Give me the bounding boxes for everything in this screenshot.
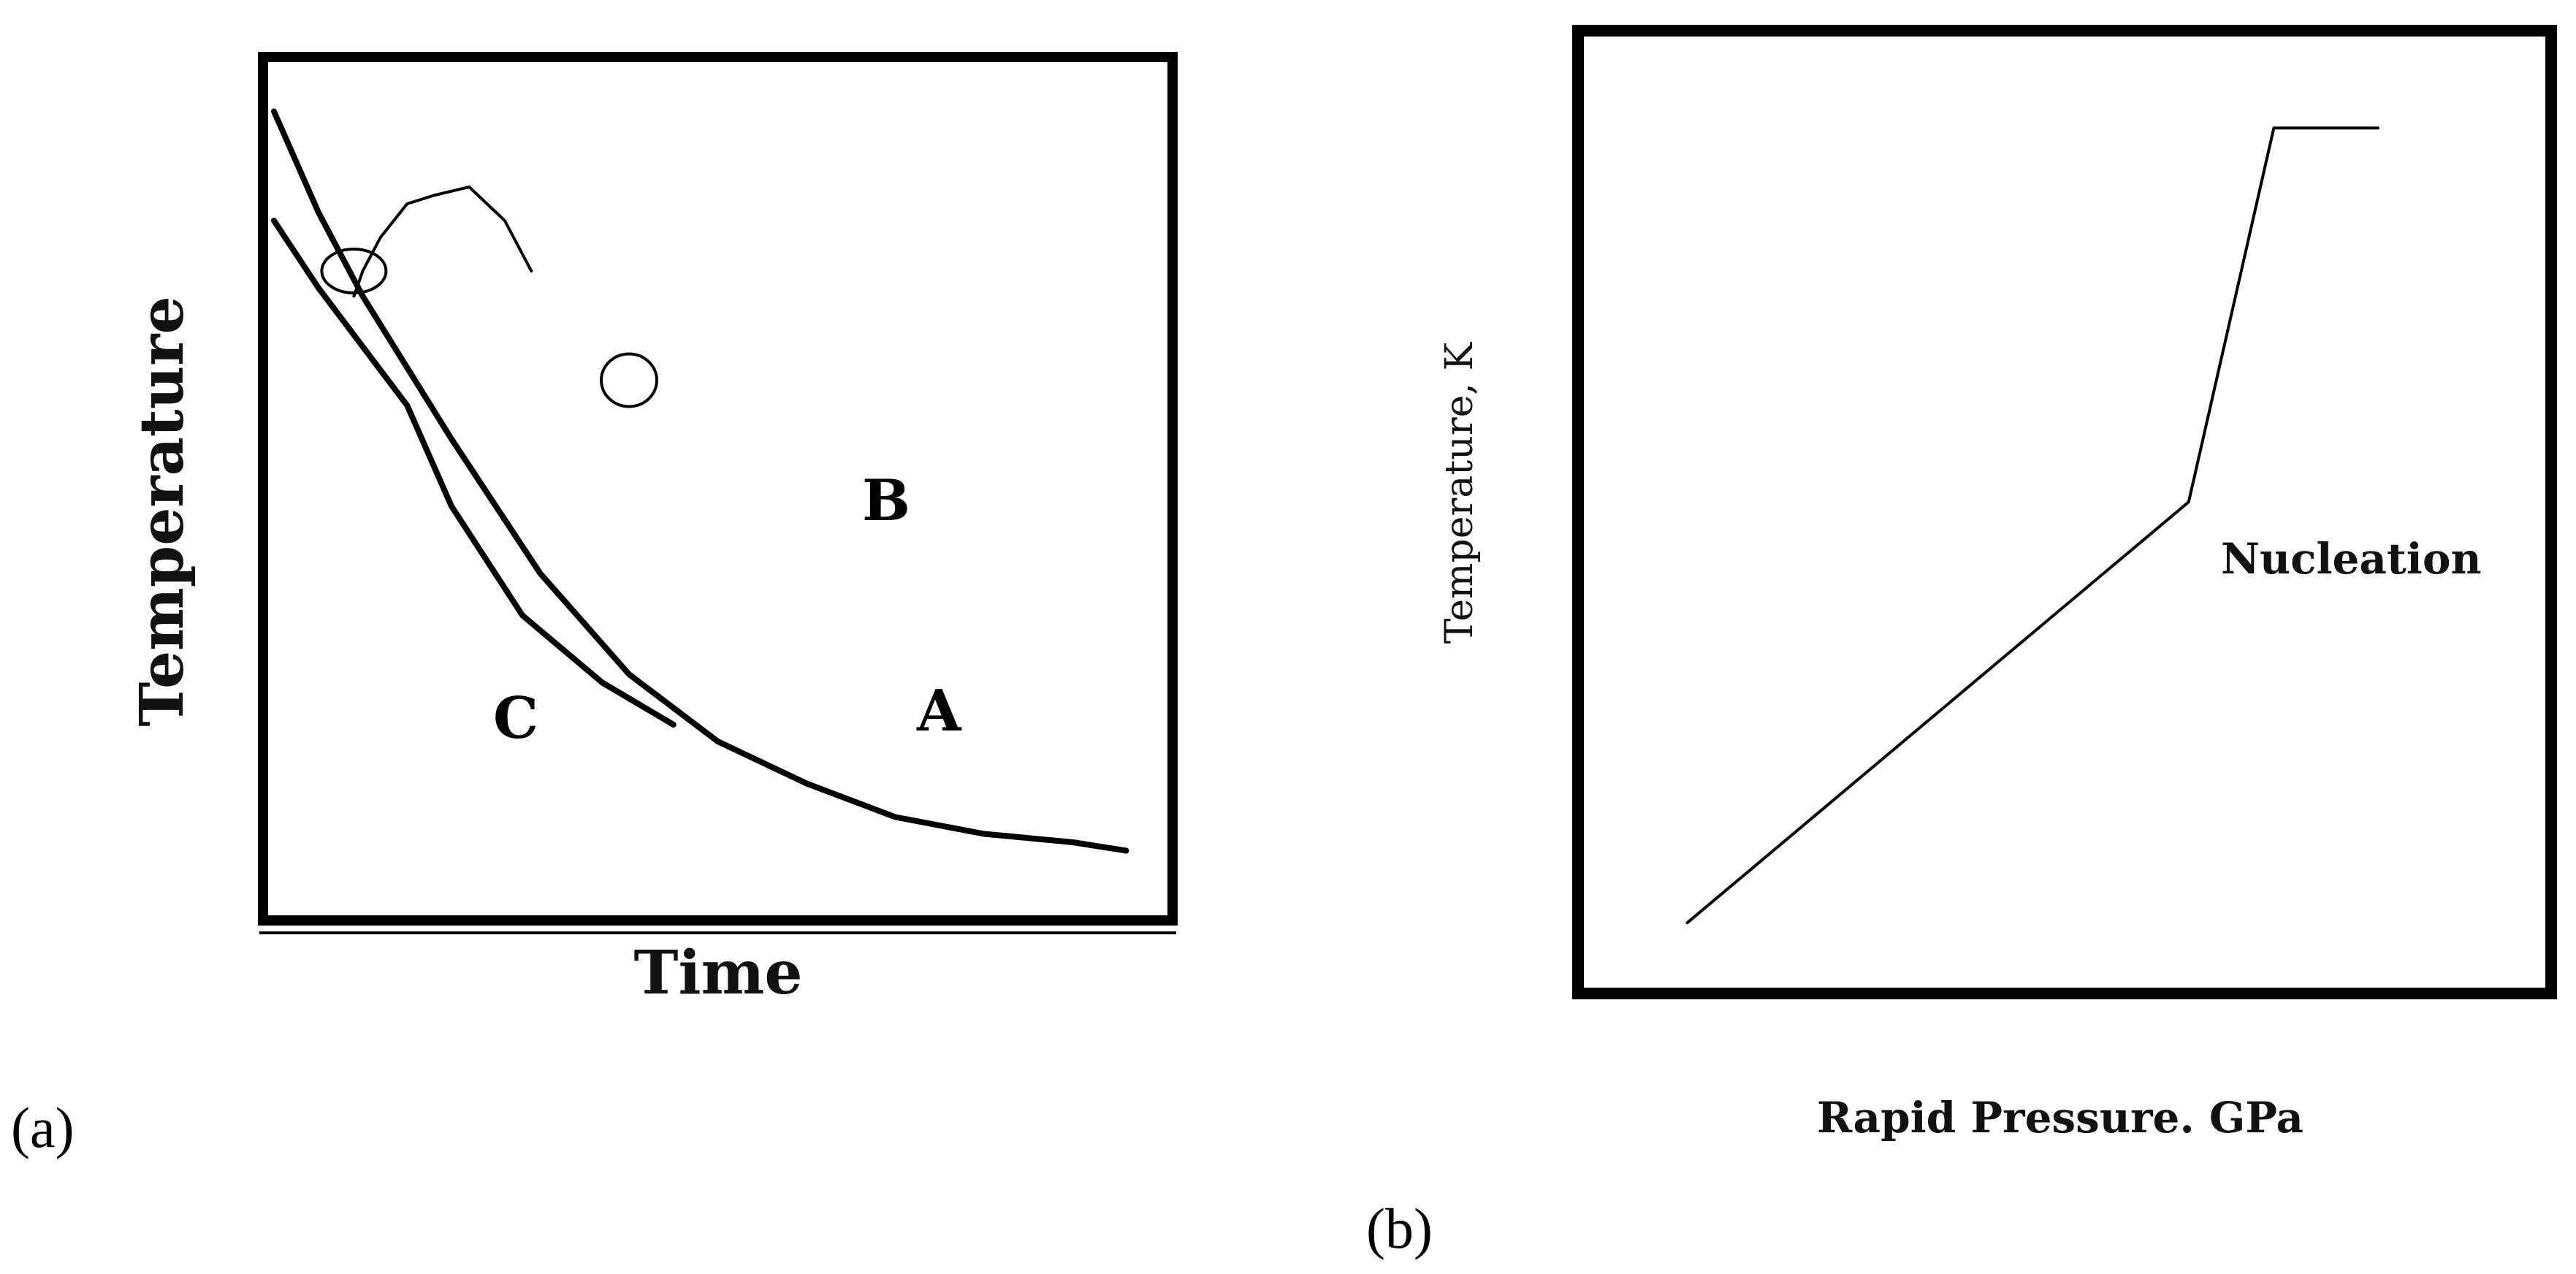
marker-layer-a (320, 248, 658, 408)
x-axis-label-a: Time (633, 938, 802, 1008)
plot-frame-a (258, 52, 1178, 926)
transition-marker-2 (600, 352, 658, 408)
x-axis-label-b: Rapid Pressure. GPa (1817, 1093, 2303, 1143)
panel-label-a: (a) (11, 1096, 75, 1159)
plot-frame-b (1572, 25, 2557, 999)
curve-label-b: B (862, 468, 910, 534)
curve-label-a: A (916, 678, 962, 744)
series-line-1 (1685, 126, 2379, 925)
series-line-b (352, 186, 533, 298)
y-axis-label-b: Temperature, K (1438, 342, 1482, 644)
transition-marker-1 (320, 248, 388, 294)
panel-label-b: (b) (1366, 1197, 1433, 1260)
series-layer-b (1685, 126, 2379, 925)
y-axis-label-a: Temperature (127, 296, 197, 726)
nucleation-annotation: Nucleation (2221, 534, 2482, 584)
panel-b: Nucleation Temperature, K Rapid Pressure… (1366, 25, 2557, 1260)
series-line-a (271, 218, 677, 728)
series-layer-a (271, 108, 1129, 854)
curve-label-c: C (493, 685, 538, 752)
series-line-c (271, 108, 1129, 854)
panel-a: B A C Time Temperature (a) (11, 52, 1178, 1159)
